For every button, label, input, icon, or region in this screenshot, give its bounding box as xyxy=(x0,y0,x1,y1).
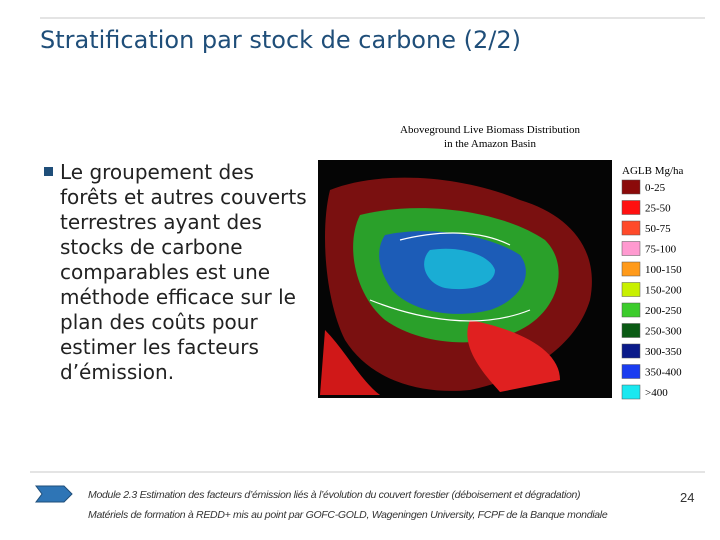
legend-label: 50-75 xyxy=(645,223,671,235)
legend-swatch xyxy=(621,364,641,379)
legend-box xyxy=(616,160,708,398)
legend-title: AGLB Mg/ha xyxy=(622,165,684,177)
legend-swatch xyxy=(621,302,641,318)
bullet-text: Le groupement des forêts et autres couve… xyxy=(60,160,307,384)
figure-title: in the Amazon Basin xyxy=(444,138,536,150)
legend-label: 200-250 xyxy=(645,305,682,317)
legend-swatch xyxy=(621,343,641,359)
legend-swatch xyxy=(621,282,641,297)
legend-label: 350-400 xyxy=(645,367,682,379)
legend-swatch xyxy=(621,179,641,195)
legend-label: 150-200 xyxy=(645,285,682,297)
slide-title: Stratification par stock de carbone (2/2… xyxy=(40,26,521,54)
legend-label: 25-50 xyxy=(645,203,671,215)
legend-label: >400 xyxy=(645,387,668,399)
legend-swatch xyxy=(621,220,641,236)
legend-label: 75-100 xyxy=(645,244,677,256)
legend-label: 300-350 xyxy=(645,346,682,358)
legend-label: 100-150 xyxy=(645,264,682,276)
legend-swatch xyxy=(621,261,641,277)
page-number: 24 xyxy=(680,490,695,505)
legend-label: 250-300 xyxy=(645,326,682,338)
footer-line: Module 2.3 Estimation des facteurs d’émi… xyxy=(88,489,581,501)
legend-label: 0-25 xyxy=(645,182,666,194)
legend-swatch xyxy=(621,241,641,256)
figure-title: Aboveground Live Biomass Distribution xyxy=(400,124,580,136)
footer-arrow xyxy=(35,485,73,503)
legend-swatch xyxy=(621,323,641,338)
legend-swatch xyxy=(621,384,641,400)
legend-swatch xyxy=(621,200,641,215)
bullet-mark xyxy=(44,167,53,176)
map xyxy=(318,160,612,398)
footer-line: Matériels de formation à REDD+ mis au po… xyxy=(88,509,608,521)
